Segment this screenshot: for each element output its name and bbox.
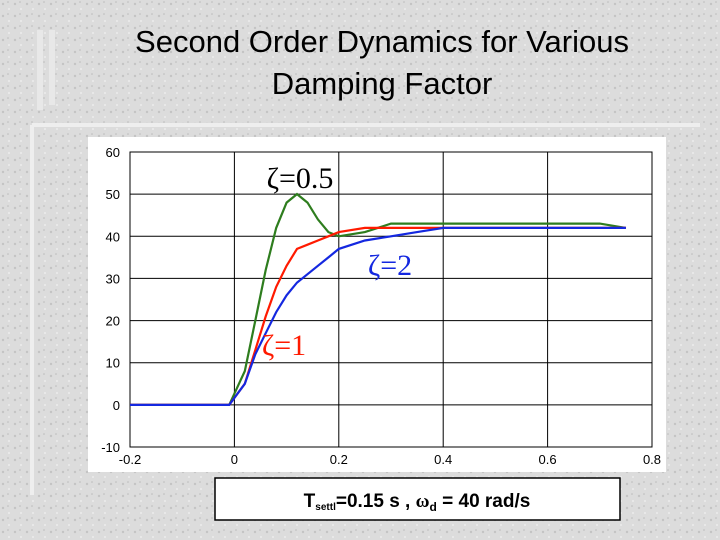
note: Tsettl=0.15 s , ωd = 40 rad/s — [304, 491, 531, 514]
plot: -10 0 10 20 30 40 50 60 -0.2 0 0.2 0.4 0.6 0.8 ζ=0.5 ζ=… — [101, 145, 661, 467]
note-part: d — [430, 500, 437, 514]
note-part: ω — [416, 491, 430, 512]
plot-frame — [129, 151, 653, 448]
x-tick-label: 0.8 — [643, 452, 661, 467]
y-tick-label: 40 — [106, 229, 120, 244]
decor — [30, 123, 700, 495]
note-part: T — [304, 491, 316, 512]
y-tick-label: 60 — [106, 145, 120, 160]
annotation: ζ=2 — [368, 249, 412, 282]
y-tick-label: -10 — [101, 440, 120, 455]
annotation: ζ=1 — [262, 329, 306, 362]
chart-area — [88, 137, 666, 472]
note-box — [214, 477, 621, 521]
annotation: ζ=0.5 — [267, 162, 334, 195]
title: Damping Factor — [272, 66, 493, 101]
x-tick-label: 0 — [231, 452, 238, 467]
y-tick-label: 30 — [106, 271, 120, 286]
note-part: = 40 rad/s — [437, 491, 530, 512]
note-part: =0.15 s , — [336, 491, 416, 512]
y-tick-label: 0 — [113, 398, 120, 413]
y-tick-label: 10 — [106, 356, 120, 371]
note-part: settl — [315, 502, 336, 513]
x-tick-label: -0.2 — [119, 452, 141, 467]
x-tick-label: 0.4 — [434, 452, 452, 467]
x-tick-label: 0.6 — [539, 452, 557, 467]
series-line — [130, 226, 626, 406]
x-tick-label: 0.2 — [330, 452, 348, 467]
decor — [37, 30, 55, 110]
series-line — [130, 192, 627, 406]
y-tick-label: 50 — [106, 187, 120, 202]
y-tick-label: 20 — [106, 314, 120, 329]
title: Second Order Dynamics for Various — [135, 24, 629, 59]
